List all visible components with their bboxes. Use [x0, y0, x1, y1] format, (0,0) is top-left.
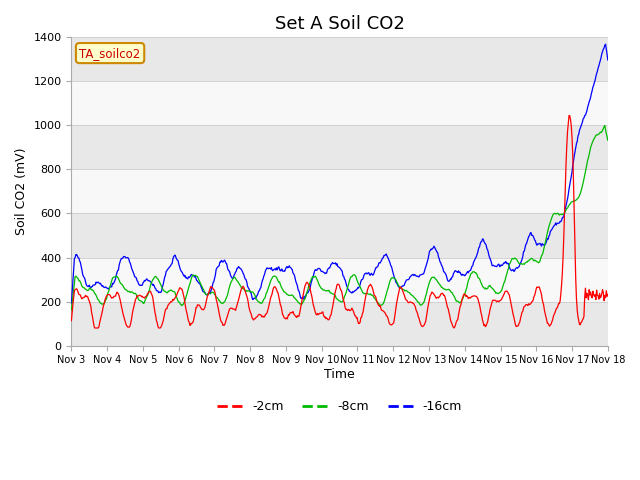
Bar — [72, 125, 608, 169]
Bar — [72, 82, 608, 125]
Bar — [72, 258, 608, 301]
Bar — [72, 301, 608, 346]
Bar — [72, 37, 608, 82]
Legend: -2cm, -8cm, -16cm: -2cm, -8cm, -16cm — [212, 395, 467, 418]
Y-axis label: Soil CO2 (mV): Soil CO2 (mV) — [15, 148, 28, 235]
X-axis label: Time: Time — [324, 368, 355, 381]
Title: Set A Soil CO2: Set A Soil CO2 — [275, 15, 404, 33]
Bar — [72, 214, 608, 258]
Bar — [72, 169, 608, 214]
Text: TA_soilco2: TA_soilco2 — [79, 47, 141, 60]
